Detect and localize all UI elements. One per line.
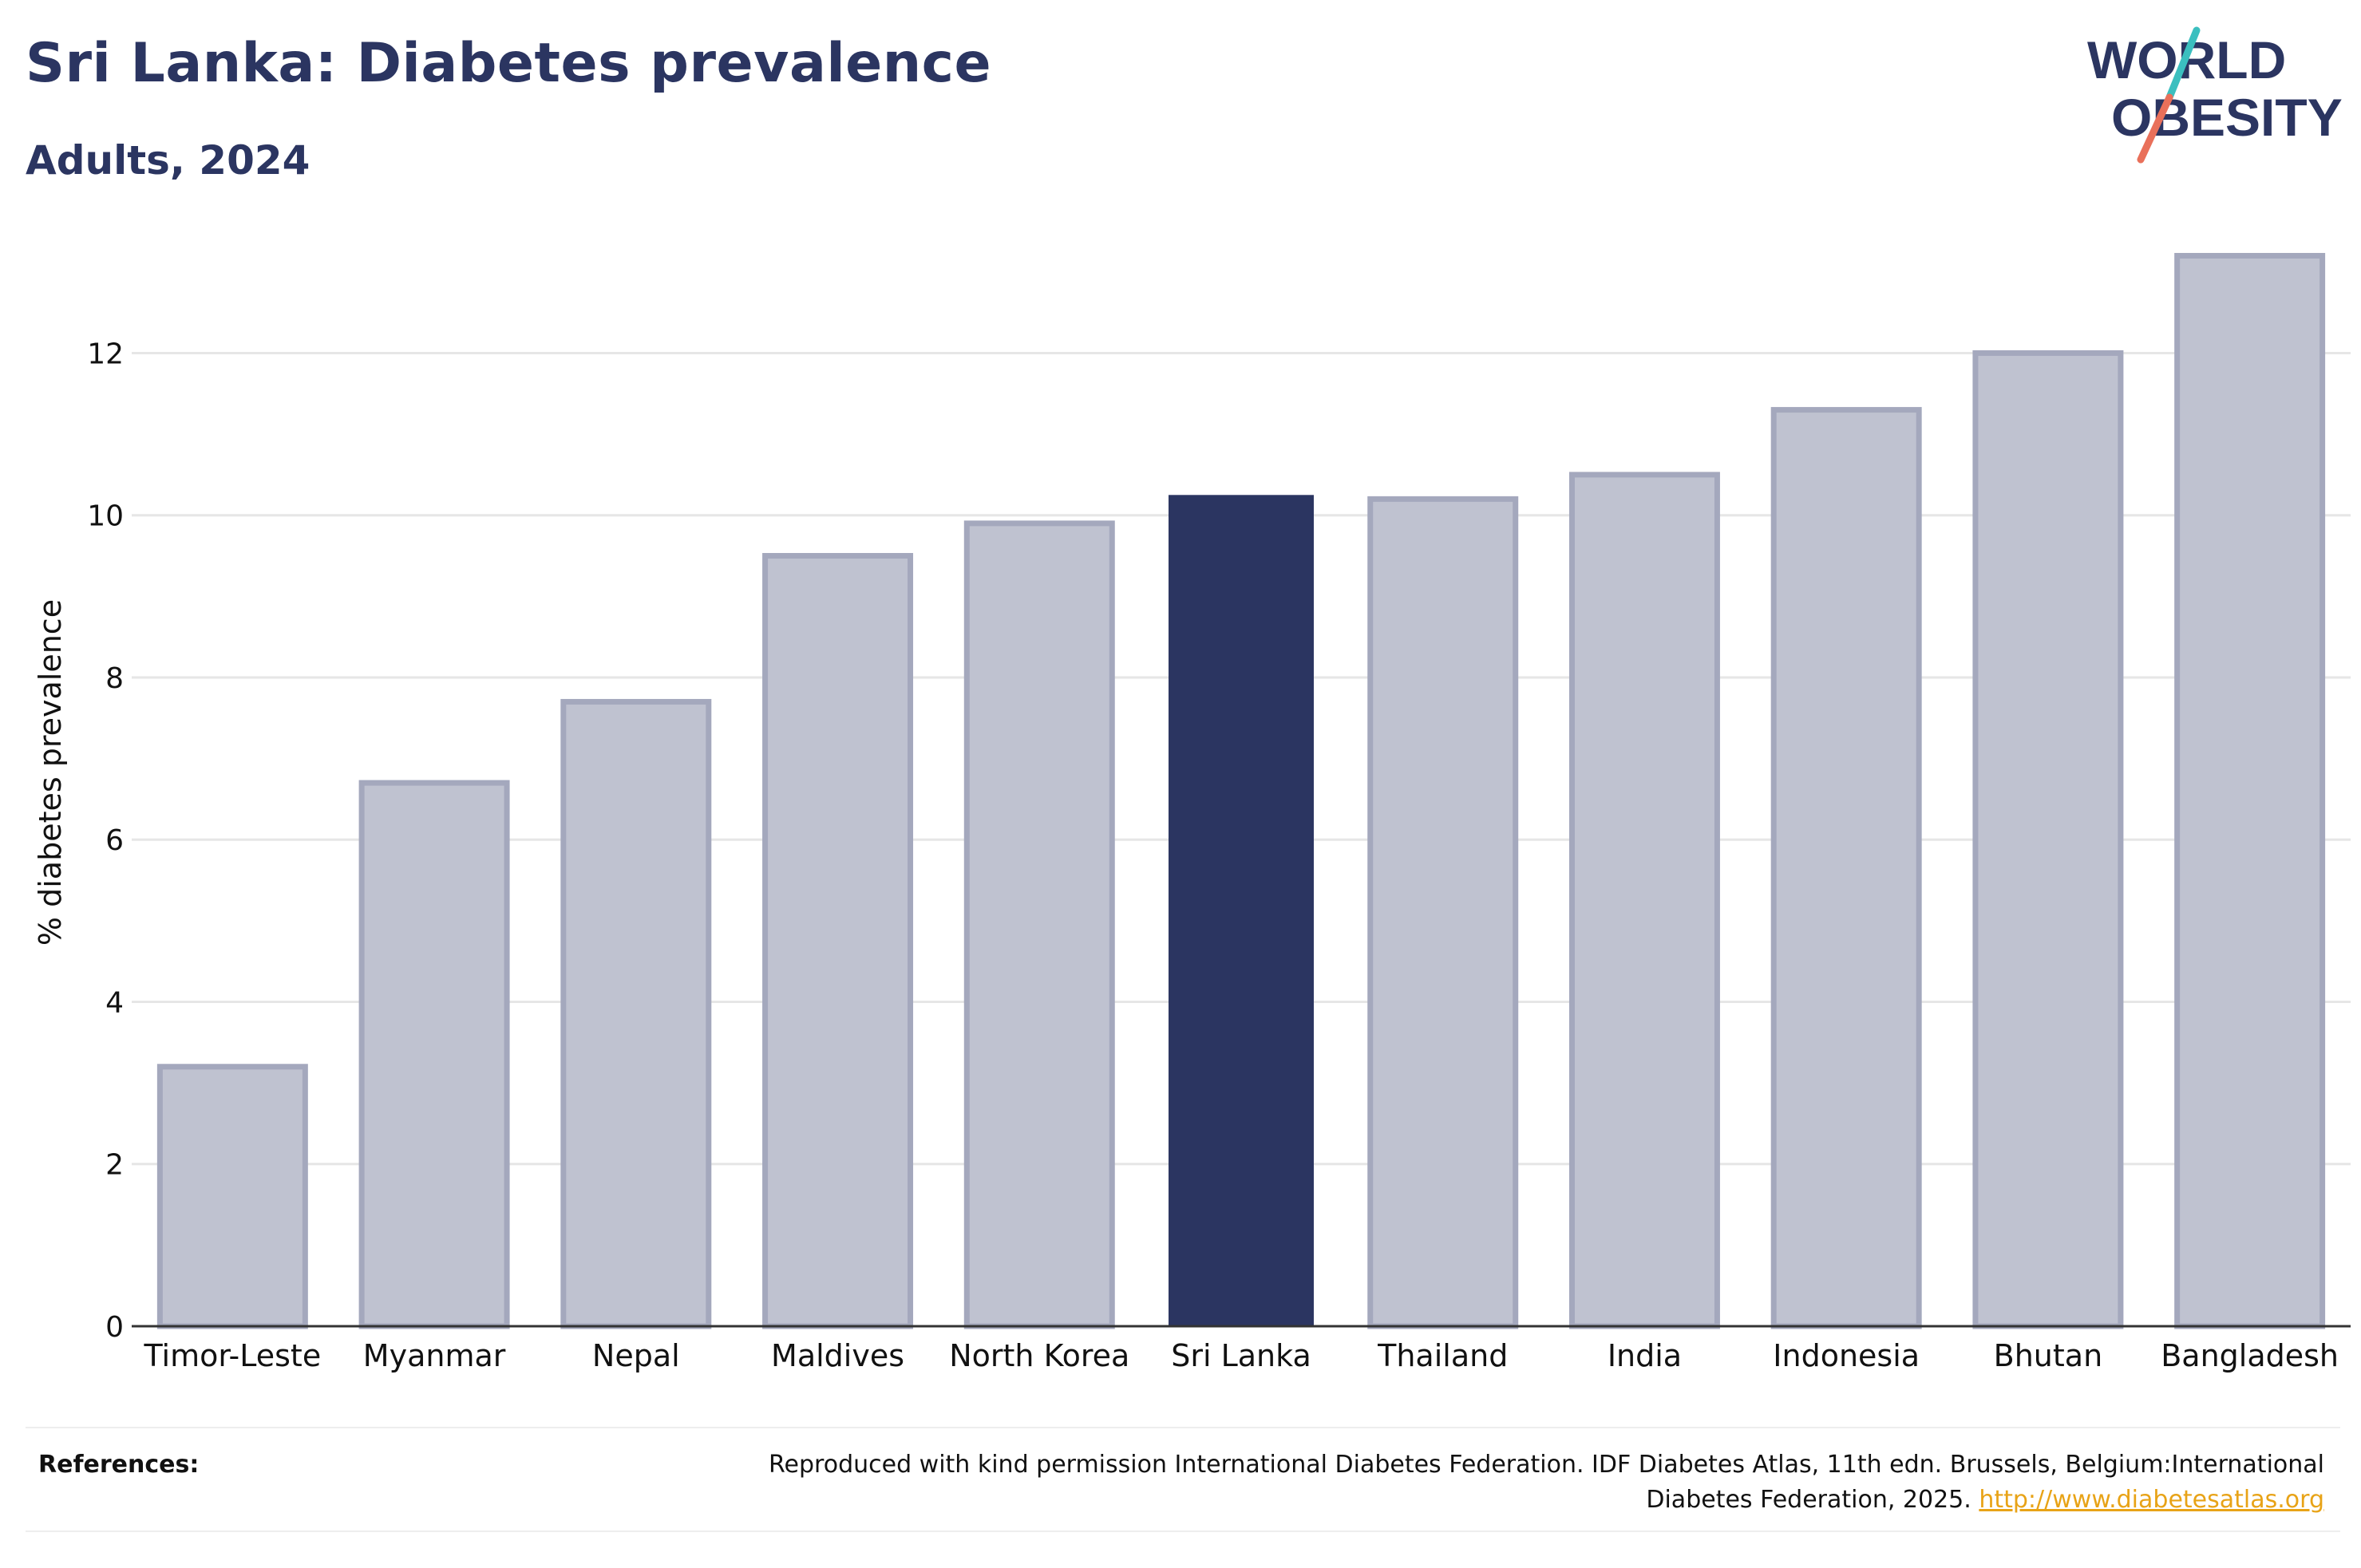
- y-axis-label: % diabetes prevalence: [33, 599, 68, 946]
- axes: 0 2 4 6 8 10 12 Timor-Leste Myanmar Nepal Maldives…: [87, 338, 2351, 1373]
- bar-myanmar: [358, 780, 510, 1329]
- page-subtitle: Adults, 2024: [26, 137, 310, 184]
- bar-sri-lanka: [1169, 495, 1314, 1326]
- references-label: References:: [38, 1451, 200, 1479]
- page-title: Sri Lanka: Diabetes prevalence: [26, 32, 992, 95]
- bar-thailand: [1367, 496, 1519, 1329]
- x-tick-label: Thailand: [1377, 1338, 1508, 1373]
- bar-maldives: [762, 553, 914, 1329]
- x-tick-label: Maldives: [771, 1338, 904, 1373]
- x-tick-label: India: [1608, 1338, 1682, 1373]
- y-tick-label: 0: [105, 1311, 124, 1344]
- y-tick-label: 4: [105, 986, 124, 1019]
- bar-chart: 0 2 4 6 8 10 12 Timor-Leste Myanmar Nepal Maldives…: [33, 252, 2351, 1373]
- y-tick-label: 8: [105, 662, 124, 695]
- bar-india: [1568, 472, 1720, 1329]
- x-tick-label: Indonesia: [1773, 1338, 1920, 1373]
- x-tick-label: Bangladesh: [2161, 1338, 2339, 1373]
- bar-north-korea: [963, 520, 1115, 1329]
- y-tick-label: 6: [105, 824, 124, 857]
- bar-timor-leste: [156, 1064, 308, 1329]
- x-tick-label: Nepal: [592, 1338, 680, 1373]
- bar-bangladesh: [2174, 252, 2326, 1329]
- references-text: Reproduced with kind permission Internat…: [728, 1448, 2324, 1518]
- bar-bhutan: [1972, 350, 2124, 1329]
- x-tick-label: Sri Lanka: [1171, 1338, 1311, 1373]
- references-panel: References: Reproduced with kind permiss…: [26, 1427, 2340, 1532]
- y-tick-label: 12: [87, 338, 124, 370]
- x-tick-label: Myanmar: [363, 1338, 506, 1373]
- x-tick-label: Timor-Leste: [143, 1338, 321, 1373]
- x-tick-label: North Korea: [949, 1338, 1129, 1373]
- y-tick-label: 10: [87, 500, 124, 533]
- x-tick-label: Bhutan: [1994, 1338, 2103, 1373]
- references-body: Reproduced with kind permission Internat…: [769, 1451, 2324, 1514]
- logo-slash-teal: [2165, 26, 2201, 101]
- bar-indonesia: [1770, 407, 1922, 1329]
- references-link[interactable]: http://www.diabetesatlas.org: [1979, 1486, 2324, 1514]
- bars: [156, 252, 2326, 1329]
- logo-slash-coral: [2137, 93, 2173, 164]
- world-obesity-logo: WORLD OBESITY: [2087, 26, 2343, 164]
- bar-nepal: [560, 698, 712, 1329]
- y-tick-label: 2: [105, 1149, 124, 1182]
